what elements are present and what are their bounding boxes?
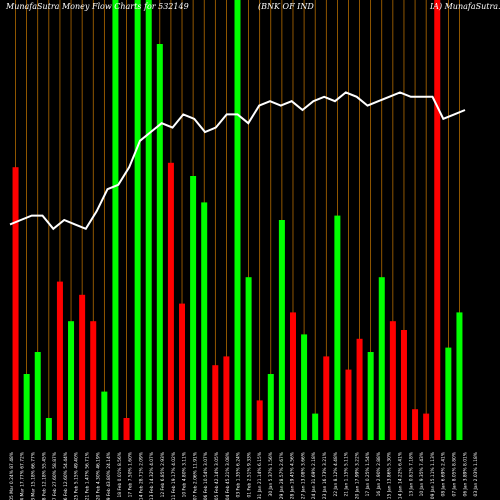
x-tick-label: 06 Jan 3.89% 8.01% [462, 452, 468, 496]
x-tick-label: 03 Mar 15.18% 66.77% [31, 452, 37, 500]
bar [190, 176, 197, 440]
bar [400, 330, 407, 440]
x-tick-label: 24 Jan 31.69% 2.18% [311, 452, 317, 499]
x-tick-label: 16 Jan 2.90% 2.88% [376, 452, 382, 496]
bar [223, 356, 230, 440]
x-tick-label: 07 Jan 8.05% 8.80% [452, 452, 458, 496]
x-tick-label: 14 Feb 28.71% 2.09% [138, 452, 144, 500]
x-tick-label: 18 Feb 0.01% 8.56% [117, 452, 123, 497]
bar [56, 281, 63, 440]
x-tick-label: 30 Jan 5.37% 1.56% [268, 452, 274, 496]
bar [90, 321, 97, 440]
x-tick-label: 10 Feb 4.80% 3.11% [182, 452, 188, 497]
x-tick-label: 27 Feb 27.60% 58.87% [52, 452, 58, 500]
bar [167, 162, 174, 441]
x-tick-label: 21 Jan 1.15% 5.11% [344, 452, 350, 496]
bar [256, 400, 263, 440]
x-tick-label: 07 Feb 2.06% 11.91% [192, 452, 198, 500]
x-tick-label: 09 Jan 15.11% 1.13% [430, 452, 436, 499]
x-tick-label: 21 Feb 1.47% 56.71% [85, 452, 91, 500]
bar [134, 0, 141, 440]
bar [423, 413, 430, 440]
bar [23, 374, 30, 440]
x-tick-label: 03 Jan 2.03% 1.18% [473, 452, 479, 496]
x-tick-label: 11 Feb 19.17% 4.02% [171, 452, 177, 500]
bar [389, 321, 396, 440]
bar [212, 365, 219, 440]
bar [156, 44, 163, 440]
bar [434, 0, 441, 440]
x-tick-label: 04 Feb 45.21% 3.08% [225, 452, 231, 500]
x-tick-label: 03 Feb 1.35% 6.24% [236, 452, 242, 497]
x-tick-label: 29 Jan 28.57% 2.67% [279, 452, 285, 499]
bar [68, 321, 75, 440]
header-right: IA) MunafaSutra.com [429, 2, 500, 11]
bar [12, 167, 19, 440]
header-left: MunafaSutra Money Flow Charts for 532149 [5, 2, 189, 11]
x-tick-label: 22 Jan 8.12% 4.48% [333, 452, 339, 496]
bar-series [12, 0, 463, 441]
bar [356, 338, 363, 440]
bar [34, 352, 41, 440]
x-tick-label: 06 Feb 10.54% 3.07% [203, 452, 209, 500]
bar [289, 312, 296, 440]
bar [412, 409, 419, 440]
x-tick-label: 14 Jan 14.22% 6.41% [398, 452, 404, 499]
header-center: (BNK OF IND [258, 2, 314, 11]
x-tick-label: 31 Jan 21.14% 6.15% [257, 452, 263, 499]
x-tick-label: 17 Feb 7.50% 1.60% [128, 452, 134, 497]
bar [456, 312, 463, 440]
bar [267, 374, 274, 440]
bar [79, 294, 86, 440]
x-tick-label: 23 Jan 16.73% 3.21% [322, 452, 328, 499]
x-tick-label: 25 Feb 5.15% 49.40% [74, 452, 80, 500]
bar [201, 202, 208, 440]
bar [445, 347, 452, 440]
bar [112, 0, 119, 440]
x-tick-label: 08 Jan 6.69% 2.41% [441, 452, 447, 496]
bar [323, 356, 330, 440]
money-flow-line [9, 91, 466, 231]
bar [301, 334, 308, 440]
x-tick-label: 28 Jan 19.45% 4.56% [290, 452, 296, 499]
bar [123, 418, 130, 440]
x-tick-label: 12 Feb 6.85% 2.93% [160, 452, 166, 497]
x-tick-label: 26 Feb 12.60% 54.44% [63, 452, 69, 500]
x-tick-labels: 05 Mar 0.24% 87.48% 04 Mar 17.77% 67.72% 0… [9, 452, 479, 500]
x-tick-label: 17 Jan 0.25% 1.54% [365, 452, 371, 496]
bar [101, 391, 108, 440]
x-tick-label: 20 Jan 17.99% 3.22% [354, 452, 360, 499]
x-tick-label: 05 Mar 0.24% 87.48% [9, 452, 15, 500]
line-series [9, 91, 466, 231]
x-tick-label: 28 Feb 12.18% 55.45% [41, 452, 47, 500]
x-tick-label: 20 Feb 4.30% 46.19% [95, 452, 101, 500]
bar [145, 0, 152, 440]
x-tick-label: 15 Jan 13.86% 5.30% [387, 452, 393, 499]
x-tick-label: 05 Feb 42.14% 3.05% [214, 452, 220, 500]
bar [234, 0, 241, 440]
bar [245, 277, 252, 440]
x-tick-label: 13 Jan 0.81% 7.18% [408, 452, 414, 496]
bar [334, 215, 341, 440]
x-tick-label: 27 Jan 13.08% 3.66% [300, 452, 306, 499]
bar [45, 418, 52, 440]
bar [312, 413, 319, 440]
x-tick-label: 13 Feb 14.32% 4.07% [149, 452, 155, 500]
bar [345, 369, 352, 440]
bar [378, 277, 385, 440]
x-tick-label: 01 Feb 2.51% 9.33% [246, 452, 252, 497]
x-tick-label: 19 Feb 43.80% 24.14% [106, 452, 112, 500]
bar [179, 303, 186, 440]
x-tick-label: 04 Mar 17.77% 67.72% [20, 452, 26, 500]
bar [367, 352, 374, 440]
bar [278, 220, 285, 440]
x-tick-label: 10 Jan 9.35% 7.43% [419, 452, 425, 496]
